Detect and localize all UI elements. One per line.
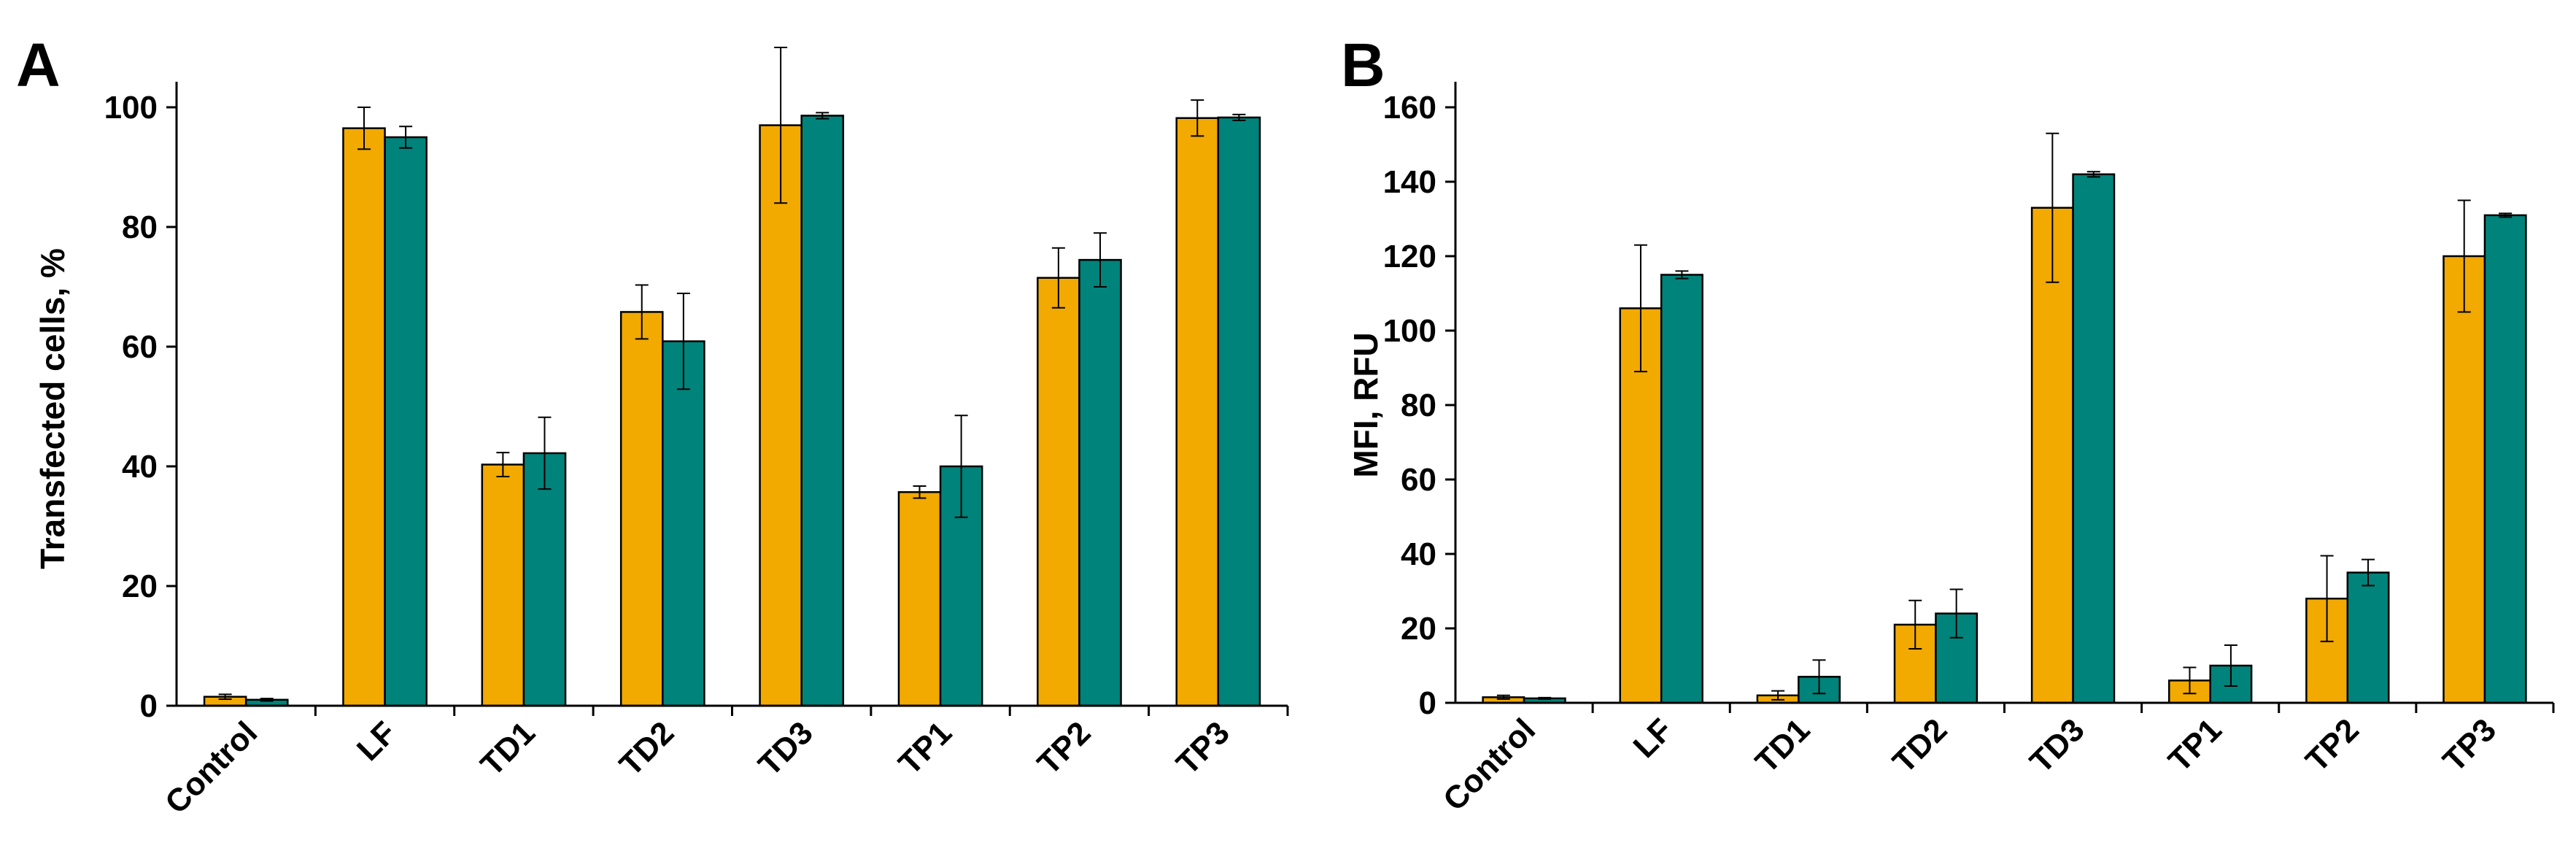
panel-b-letter: B xyxy=(1341,31,1385,99)
panel-b-x-tick-label: Control xyxy=(1436,712,1542,817)
panel-a-y-tick-label: 80 xyxy=(122,209,158,245)
panel-a-x-tick-label: TD1 xyxy=(474,714,542,782)
panel-b-x-tick-label: TP2 xyxy=(2299,712,2366,779)
panel-a-chart: A Transfected cells, % 0 20 40 60 80 100 Contro… xyxy=(16,31,1289,821)
panel-b-y-tick-label: 100 xyxy=(1383,313,1436,349)
panel-a-y-tick-label: 60 xyxy=(122,329,158,365)
panel-b-y-tick-label: 120 xyxy=(1383,239,1436,274)
panel-b-y-tick-label: 0 xyxy=(1419,685,1436,721)
panel-b-x-tick-label: TD2 xyxy=(1886,712,1954,779)
panel-a-x-tick-label: TD2 xyxy=(613,714,681,782)
panel-b-x-tick-label: LF xyxy=(1627,712,1680,765)
panel-a-bar-s1-td1 xyxy=(481,463,525,707)
panel-b-x-tick-label: TD1 xyxy=(1749,712,1817,779)
panel-b-bar-s1-tp3 xyxy=(2442,255,2486,704)
panel-a-bar-s1-tp3 xyxy=(1175,117,1220,707)
panel-b-chart: B MFI, RFU 0 20 40 60 80 100 120 140 160 Control LF… xyxy=(1341,31,2555,818)
panel-a-x-tick-label: TP1 xyxy=(891,714,959,782)
panel-a-bar-s2-tp3 xyxy=(1217,116,1261,707)
panel-b-bar-s2-tp2 xyxy=(2346,571,2390,704)
panel-b-y-tick-label: 20 xyxy=(1401,611,1436,647)
panel-a-y-tick-label: 100 xyxy=(104,90,158,126)
panel-a-x-tick-label: Control xyxy=(158,714,264,820)
panel-a-y-tick-label: 20 xyxy=(122,569,158,604)
panel-a-bar-s2-td1 xyxy=(522,452,567,707)
panel-b-y-tick-label: 160 xyxy=(1383,90,1436,126)
panel-a-x-tick-label: TD3 xyxy=(751,714,819,782)
panel-a-bar-s2-td2 xyxy=(662,340,705,707)
panel-b-y-tick-label: 80 xyxy=(1401,388,1436,423)
panel-a-letter: A xyxy=(16,31,61,99)
panel-a-x-tick-label: TP3 xyxy=(1169,714,1237,782)
panel-a-bar-s2-tp2 xyxy=(1078,258,1122,707)
panel-a-bar-s1-td2 xyxy=(619,311,664,707)
panel-b-bar-s2-td3 xyxy=(2072,173,2116,704)
panel-b-bar-s1-lf xyxy=(1619,307,1663,704)
panel-b-y-tick-label: 40 xyxy=(1401,536,1436,572)
panel-a-y-tick-label: 40 xyxy=(122,449,158,485)
panel-a-bar-s1-tp1 xyxy=(897,491,942,707)
panel-b-y-tick-label: 140 xyxy=(1383,164,1436,200)
panel-a-x-tick-label: LF xyxy=(350,714,403,768)
panel-b-x-tick-label: TD3 xyxy=(2023,712,2091,779)
panel-b-x-tick-label: TP1 xyxy=(2162,712,2229,779)
panel-b-y-axis-title: MFI, RFU xyxy=(1347,332,1385,477)
panel-b-x-tick-label: TP3 xyxy=(2436,712,2503,779)
panel-a-bar-s2-lf xyxy=(384,136,428,707)
panel-a-x-tick-label: TP2 xyxy=(1031,714,1098,782)
panel-b-bar-s2-tp3 xyxy=(2483,214,2527,704)
panel-a-bar-s2-td3 xyxy=(800,115,845,707)
panel-a-bar-s1-lf xyxy=(342,127,386,707)
panel-a-y-axis-title: Transfected cells, % xyxy=(34,248,71,569)
panel-a-bar-s1-td3 xyxy=(759,124,802,707)
panel-b-bar-s2-lf xyxy=(1660,274,1703,704)
panel-a-bar-s1-tp2 xyxy=(1037,277,1080,707)
panel-b-y-tick-label: 60 xyxy=(1401,462,1436,498)
panel-a-y-tick-label: 0 xyxy=(140,688,158,724)
